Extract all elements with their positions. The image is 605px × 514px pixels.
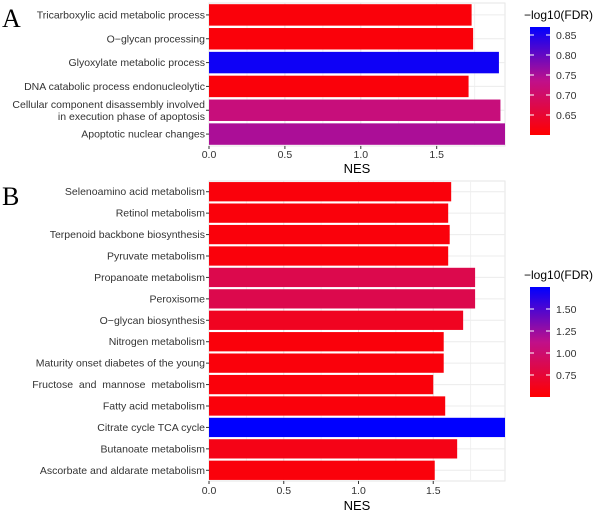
x-tick-label-a-0: 0.0 — [202, 149, 217, 161]
category-label-b-8: Maturity onset diabetes of the young — [36, 358, 205, 370]
x-tick-label-a-2: 1.0 — [353, 149, 368, 161]
category-label-b-5: Peroxisome — [150, 293, 206, 305]
bar-a-2 — [209, 51, 499, 74]
bar-b-5 — [209, 289, 476, 309]
legend-tick-label-b-3: 1.50 — [556, 304, 577, 316]
legend-tick-label-a-2: 0.75 — [556, 70, 577, 82]
category-label-a-4: Cellular component disassembly involved i… — [12, 99, 205, 123]
legend-title-b: −log10(FDR) — [524, 268, 593, 282]
bar-b-2 — [209, 224, 450, 245]
category-label-a-2: Glyoxylate metabolic process — [68, 57, 205, 69]
x-tick-label-b-1: 0.5 — [276, 485, 291, 497]
x-tick-label-a-1: 0.5 — [278, 149, 293, 161]
category-label-b-11: Citrate cycle TCA cycle — [97, 422, 205, 434]
category-label-b-6: O−glycan biosynthesis — [100, 315, 205, 327]
x-axis-title-b: NES — [344, 498, 371, 513]
bar-a-5 — [209, 123, 505, 145]
category-label-b-9: Fructose and mannose metabolism — [32, 379, 205, 391]
panel-label-a: A — [2, 4, 21, 33]
bar-a-4 — [209, 99, 501, 121]
bar-b-13 — [209, 460, 435, 480]
legend-title-a: −log10(FDR) — [524, 8, 593, 22]
x-tick-label-b-3: 1.5 — [426, 485, 441, 497]
bar-b-12 — [209, 439, 458, 459]
x-axis-title-a: NES — [344, 161, 371, 176]
x-tick-label-b-2: 1.0 — [351, 485, 366, 497]
bar-a-1 — [209, 28, 474, 50]
category-label-a-3: DNA catabolic process endonucleolytic — [24, 81, 205, 93]
x-tick-label-a-3: 1.5 — [429, 149, 444, 161]
category-label-b-3: Pyruvate metabolism — [107, 251, 205, 263]
bar-b-6 — [209, 310, 464, 330]
legend-tick-label-b-2: 1.25 — [556, 326, 577, 338]
bar-a-0 — [209, 4, 472, 26]
bar-b-11 — [209, 417, 505, 438]
bar-a-3 — [209, 75, 469, 98]
legend-tick-label-b-0: 0.75 — [556, 370, 577, 382]
panel-label-b: B — [2, 182, 19, 211]
category-label-b-7: Nitrogen metabolism — [109, 336, 206, 348]
category-label-b-2: Terpenoid backbone biosynthesis — [50, 229, 205, 241]
category-label-b-1: Retinol metabolism — [116, 208, 206, 220]
legend-tick-label-a-1: 0.70 — [556, 90, 577, 102]
legend-tick-label-a-4: 0.85 — [556, 30, 577, 42]
legend-tick-label-a-0: 0.65 — [556, 110, 577, 122]
bar-b-0 — [209, 182, 452, 202]
bar-b-1 — [209, 203, 449, 223]
category-label-b-4: Propanoate metabolism — [94, 272, 205, 284]
bar-b-3 — [209, 246, 449, 266]
category-label-b-0: Selenoamino acid metabolism — [65, 186, 205, 198]
bar-b-8 — [209, 353, 444, 373]
category-label-a-0: Tricarboxylic acid metabolic process — [37, 9, 205, 21]
category-label-b-12: Butanoate metabolism — [101, 443, 206, 455]
panel-b-chart: Selenoamino acid metabolism Retinol metab… — [32, 180, 593, 513]
category-label-a-1: O−glycan processing — [107, 33, 206, 45]
plot-area-a — [208, 2, 506, 147]
x-tick-label-b-0: 0.0 — [202, 485, 217, 497]
bar-b-9 — [209, 374, 434, 395]
legend-colorbar-b — [530, 287, 550, 397]
category-label-b-10: Fatty acid metabolism — [103, 401, 205, 413]
legend-colorbar-a — [530, 27, 550, 135]
bar-b-10 — [209, 396, 446, 416]
bar-b-4 — [209, 267, 476, 288]
category-label-b-13: Ascorbate and aldarate metabolism — [40, 465, 205, 477]
legend-tick-label-a-3: 0.80 — [556, 50, 577, 62]
category-label-a-5: Apoptotic nuclear changes — [81, 129, 205, 141]
bar-b-7 — [209, 332, 444, 352]
panel-a-chart: Tricarboxylic acid metabolic process O−gl… — [12, 2, 593, 176]
legend-tick-label-b-1: 1.00 — [556, 348, 577, 360]
